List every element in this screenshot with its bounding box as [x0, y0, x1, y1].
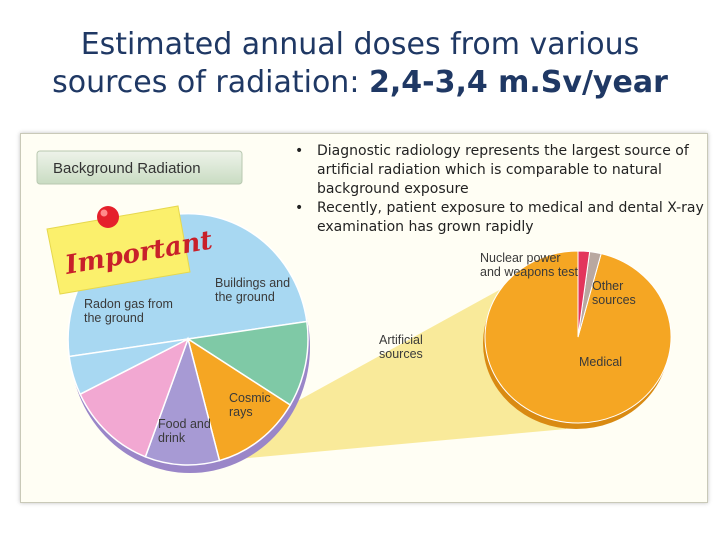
cosmic-label-line-2: rays [229, 405, 253, 419]
buildings-label-line-2: the ground [215, 290, 275, 304]
radon-label: Radon gas from the ground [84, 297, 173, 325]
cosmic-label: Cosmic rays [229, 391, 271, 419]
slice-buildings [185, 320, 309, 407]
food-label-line-1: Food and [158, 417, 211, 431]
food-label: Food and drink [158, 417, 211, 445]
background-radiation-badge: Background Radiation [36, 150, 243, 185]
bullet-item-2: Recently, patient exposure to medical an… [293, 199, 705, 237]
other-sources-label-line-2: sources [592, 293, 636, 307]
bullet-list: Diagnostic radiology represents the larg… [293, 142, 705, 237]
nuclear-label-line-2: and weapons test [480, 265, 579, 279]
important-sticky-note: Important [46, 205, 215, 295]
slice-other [68, 338, 189, 396]
title-dose-range: 2,4-3,4 m.Sv/year [368, 65, 668, 100]
artificial-highlight-band [219, 251, 570, 461]
slide-title: Estimated annual doses from various sour… [0, 26, 720, 102]
radon-label-line-2: the ground [84, 311, 144, 325]
buildings-label-line-1: Buildings and [215, 276, 290, 290]
nuclear-label-line-1: Nuclear power [480, 251, 561, 265]
bullet-item-1: Diagnostic radiology represents the larg… [293, 142, 705, 199]
badge-label: Background Radiation [53, 160, 201, 177]
artificial-label-line-2: sources [379, 347, 423, 361]
buildings-label: Buildings and the ground [215, 276, 290, 304]
cosmic-label-line-1: Cosmic [229, 391, 271, 405]
food-label-line-2: drink [158, 431, 186, 445]
bullet-text-1: Diagnostic radiology represents the larg… [317, 143, 689, 197]
slice-nuclear [577, 250, 591, 338]
radon-label-line-1: Radon gas from [84, 297, 173, 311]
nuclear-label: Nuclear power and weapons test [480, 251, 579, 279]
slice-cosmic [144, 336, 221, 466]
artificial-label: Artificial sources [379, 333, 423, 361]
slice-food [79, 337, 190, 458]
other-sources-label: Other sources [592, 279, 636, 307]
title-line-1: Estimated annual doses from various [80, 27, 640, 62]
artificial-label-line-1: Artificial [379, 333, 423, 347]
title-line-2-prefix: sources of radiation: [52, 65, 369, 100]
other-sources-label-line-1: Other [592, 279, 623, 293]
slice-medical [484, 250, 672, 424]
bullet-text-2: Recently, patient exposure to medical an… [317, 200, 704, 235]
title-line-2: sources of radiation: 2,4-3,4 m.Sv/year [0, 64, 720, 102]
pin-icon [97, 206, 119, 228]
medical-label: Medical [579, 355, 622, 369]
medical-label-line-1: Medical [579, 355, 622, 369]
slice-artificial [186, 337, 292, 462]
